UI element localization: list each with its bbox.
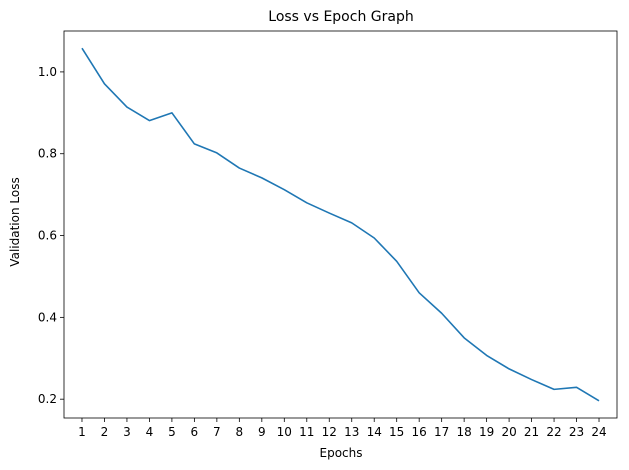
y-tick-label: 0.6	[38, 229, 57, 243]
chart-title: Loss vs Epoch Graph	[268, 9, 413, 25]
x-tick-label: 24	[591, 425, 606, 439]
x-tick-label: 2	[101, 425, 109, 439]
x-tick-label: 10	[277, 425, 292, 439]
plot-area-frame	[63, 30, 618, 419]
x-axis: 1 2 3 4 5 6 7 8 9 10 11 12 13 14 15 16 17 18 19 20 21 22 23 24	[78, 418, 607, 439]
x-tick-label: 12	[322, 425, 337, 439]
x-tick-label: 7	[213, 425, 221, 439]
x-tick-label: 18	[456, 425, 471, 439]
x-tick-label: 1	[78, 425, 86, 439]
x-tick-label: 21	[524, 425, 539, 439]
x-tick-label: 15	[389, 425, 404, 439]
x-tick-label: 4	[146, 425, 154, 439]
x-tick-label: 19	[479, 425, 494, 439]
x-tick-label: 13	[344, 425, 359, 439]
y-axis-label: Validation Loss	[8, 177, 22, 266]
x-tick-label: 8	[236, 425, 244, 439]
y-tick-label: 0.4	[38, 310, 57, 324]
x-tick-label: 9	[258, 425, 266, 439]
x-tick-label: 20	[501, 425, 516, 439]
x-tick-label: 23	[569, 425, 584, 439]
x-tick-label: 3	[123, 425, 131, 439]
y-tick-label: 0.2	[38, 392, 57, 406]
x-tick-label: 16	[412, 425, 427, 439]
x-tick-label: 6	[191, 425, 199, 439]
x-tick-label: 14	[367, 425, 382, 439]
y-tick-label: 1.0	[38, 65, 57, 79]
x-tick-label: 5	[168, 425, 176, 439]
x-tick-label: 17	[434, 425, 449, 439]
x-tick-label: 22	[546, 425, 561, 439]
y-axis: 0.2 0.4 0.6 0.8 1.0	[38, 65, 64, 406]
x-tick-label: 11	[299, 425, 314, 439]
y-tick-label: 0.8	[38, 147, 57, 161]
series-line-validation-loss	[81, 47, 600, 402]
x-axis-label: Epochs	[320, 446, 363, 460]
